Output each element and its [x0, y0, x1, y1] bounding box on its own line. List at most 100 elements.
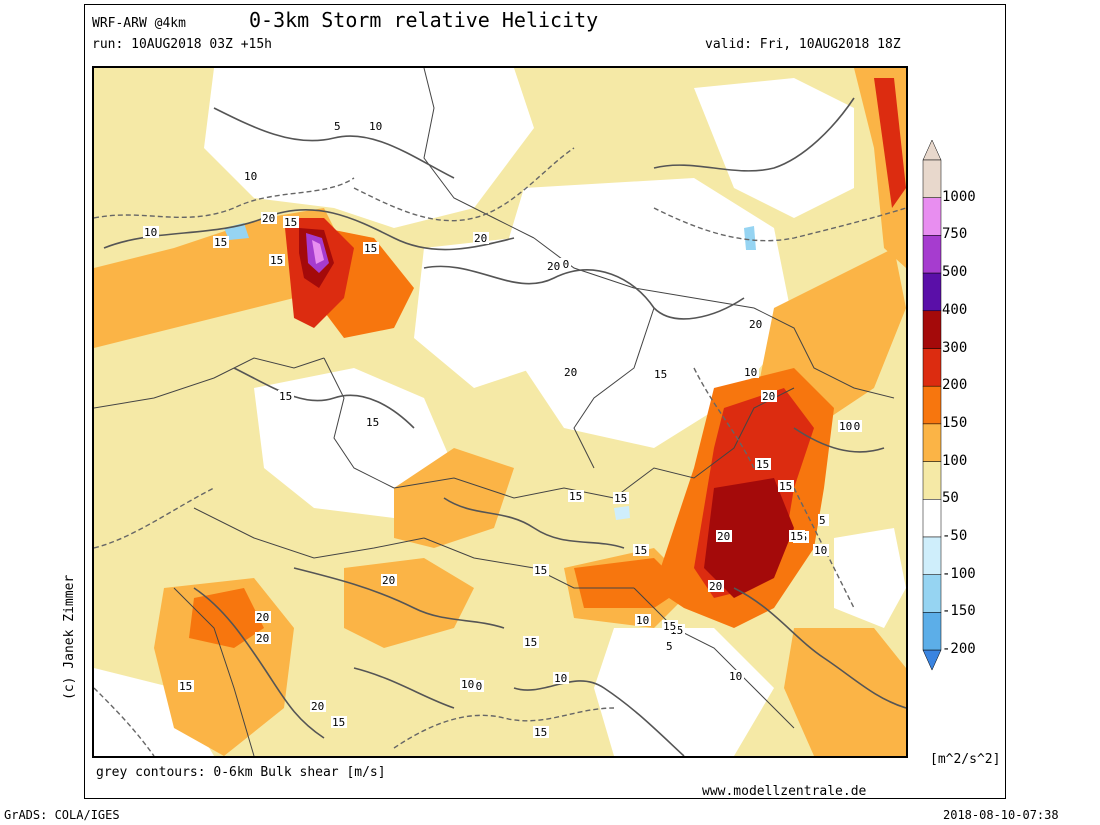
contour-label-bg [213, 236, 229, 248]
contour-value-label: 15 [270, 254, 283, 267]
country-borders [94, 68, 895, 756]
contour-label-bg [261, 212, 277, 224]
legend-swatch [922, 159, 942, 198]
contour-label-bg [708, 580, 724, 592]
legend-level-label: 1000 [942, 188, 976, 205]
legend-level-label: -50 [942, 528, 968, 544]
legend-swatch [922, 612, 942, 651]
contour-label-bg [255, 611, 271, 623]
contour-label-bg [243, 170, 259, 182]
contour-label-bg [662, 620, 678, 632]
contour-value-label: 20 [256, 632, 269, 645]
legend-level-label: 400 [942, 301, 968, 318]
run-label: run: 10AUG2018 03Z +15h [92, 37, 273, 52]
contour-label-bg [761, 390, 777, 402]
contour-value-label: 15 [614, 492, 627, 505]
contour-value-label: 15 [634, 544, 647, 557]
contour-label-bg [473, 232, 489, 244]
contour-value-label: 10 [814, 544, 827, 557]
legend-swatch [922, 423, 942, 462]
legend-swatch [922, 385, 942, 425]
timestamp: 2018-08-10-07:38 [943, 808, 1059, 822]
legend-swatch [922, 310, 942, 349]
grads-credit: GrADS: COLA/IGES [4, 808, 120, 822]
figure-frame [84, 4, 1006, 799]
contour-value-label: 15 [779, 480, 792, 493]
map-title: 0-3km Storm relative Helicity [249, 8, 599, 32]
contour-label-bg [546, 260, 562, 272]
contour-label-bg [283, 216, 299, 228]
contour-label-bg [613, 492, 629, 504]
legend-swatch [922, 348, 942, 387]
legend-swatch [922, 574, 942, 613]
helicity-map: 10 15 5 10 15 10 20 15 15 20 20 20 20 15 10 15 15 20 20 15 1… [92, 66, 908, 758]
contour-label-bg [653, 368, 669, 380]
legend-level-label: 500 [942, 264, 968, 281]
contour-label-bg [533, 564, 549, 576]
contour-value-label: 10 [729, 670, 742, 683]
contour-label-bg [838, 420, 854, 432]
contour-value-label: 15 [790, 530, 803, 543]
legend-level-label: -100 [942, 565, 976, 582]
contour-label-bg [331, 716, 347, 728]
contour-label-bg [635, 614, 651, 626]
contour-label-bg [778, 480, 794, 492]
contour-label-bg [143, 226, 159, 238]
legend-arrow-top [922, 140, 942, 161]
legend-swatch [922, 272, 942, 312]
legend-swatch [922, 536, 942, 575]
contour-value-label: 20 [762, 390, 775, 403]
contour-value-label: 15 [654, 368, 667, 381]
legend-level-label: 300 [942, 339, 968, 356]
contour-value-label: 20 [709, 580, 722, 593]
contour-value-label: 20 [474, 232, 487, 245]
legend-level-label: -200 [942, 641, 976, 658]
contour-label-bg [363, 242, 379, 254]
contour-label-bg [633, 544, 649, 556]
contour-label-bg [818, 514, 827, 526]
contour-value-label: 15 [663, 620, 676, 633]
contour-label-bg [368, 120, 384, 132]
legend-level-label: 100 [942, 452, 968, 469]
model-label: WRF-ARW @4km [92, 16, 186, 31]
contour-label-bg [789, 530, 805, 542]
contour-value-label: 10 [744, 366, 757, 379]
contour-label-bg [665, 640, 674, 652]
contour-value-label: 10 [369, 120, 382, 133]
legend-arrow-bottom [922, 649, 942, 671]
helicity-field [94, 68, 906, 756]
contour-label-bg [523, 636, 539, 648]
contour-value-label: 10 [554, 672, 567, 685]
contour-label-bg [381, 574, 397, 586]
map-canvas: 10 15 5 10 15 10 20 15 15 20 20 20 20 15 10 15 15 20 20 15 1… [94, 68, 906, 756]
contour-value-label: 20 [547, 260, 560, 273]
legend-swatch [922, 461, 942, 500]
contour-label-bg [255, 632, 271, 644]
contour-value-label: 5 [334, 120, 341, 133]
contour-value-label: 10 [636, 614, 649, 627]
legend-level-label: 50 [942, 490, 959, 507]
contour-value-label: 15 [332, 716, 345, 729]
contour-label-bg [178, 680, 194, 692]
contour-label-bg [310, 700, 326, 712]
contour-value-label: 15 [366, 416, 379, 429]
contour-value-label: 20 [311, 700, 324, 713]
contour-value-label: 10 [839, 420, 852, 433]
valid-label: valid: Fri, 10AUG2018 18Z [705, 37, 901, 52]
contour-note: grey contours: 0-6km Bulk shear [m/s] [96, 765, 386, 780]
contour-label-bg [813, 544, 829, 556]
legend-swatch [922, 499, 942, 538]
contour-value-label: 15 [756, 458, 769, 471]
legend-swatch [922, 197, 942, 236]
contour-label-bg [748, 318, 764, 330]
contour-value-label: 15 [179, 680, 192, 693]
contour-value-label: 5 [819, 514, 826, 527]
contour-value-label: 15 [214, 236, 227, 249]
website-link[interactable]: www.modellzentrale.de [702, 784, 867, 799]
contour-value-label: 20 [262, 212, 275, 225]
contour-value-label: 15 [524, 636, 537, 649]
contour-label-bg [278, 390, 294, 402]
contour-label-bg [460, 678, 476, 690]
contour-value-label: 15 [284, 216, 297, 229]
contour-label-bg [553, 672, 569, 684]
